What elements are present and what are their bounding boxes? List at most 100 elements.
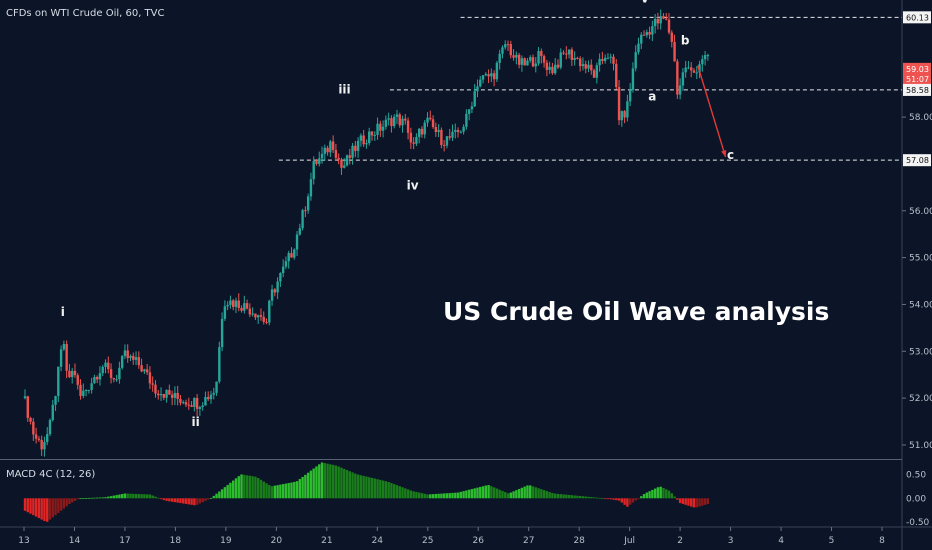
candle-body — [79, 384, 82, 396]
macd-bar — [659, 486, 662, 499]
candle-body — [673, 41, 676, 62]
level-price-label: 57.08 — [906, 156, 929, 165]
candle-body — [107, 362, 110, 370]
macd-bar — [223, 487, 227, 499]
price-tick-label: 53.00 — [909, 347, 932, 357]
macd-bar — [384, 481, 388, 499]
candle-body — [501, 47, 504, 54]
candle-body — [356, 140, 360, 151]
candle-body — [295, 234, 299, 250]
candle-body — [193, 397, 196, 407]
candle-body — [331, 141, 335, 150]
candle-body — [84, 390, 88, 392]
macd-bar — [628, 498, 632, 505]
time-tick-label: 13 — [18, 536, 29, 546]
macd-bar — [620, 498, 624, 503]
macd-bar — [240, 474, 243, 499]
macd-bar — [334, 465, 338, 499]
macd-bar — [126, 493, 129, 499]
candle-body — [531, 57, 535, 67]
time-tick-label: 17 — [119, 536, 130, 546]
macd-bar — [40, 498, 43, 520]
candle-body — [515, 54, 518, 58]
candle-body — [417, 128, 421, 137]
macd-bar — [323, 463, 327, 499]
macd-bar — [395, 485, 399, 499]
level-price-label: 58.58 — [906, 86, 929, 95]
macd-tick-label: 0.50 — [906, 470, 926, 480]
macd-bar — [340, 467, 343, 499]
macd-bar — [134, 493, 138, 499]
macd-bar — [179, 498, 182, 504]
candle-body — [179, 398, 182, 403]
candle-body — [442, 144, 446, 146]
macd-bar — [465, 490, 468, 499]
candle-body — [423, 122, 426, 135]
macd-bar — [476, 487, 479, 499]
time-tick-label: 5 — [829, 536, 835, 546]
macd-bar — [165, 498, 168, 501]
candle-body — [440, 129, 443, 145]
candle-body — [523, 58, 526, 66]
macd-bar — [362, 475, 365, 499]
candle-body — [476, 86, 479, 92]
candle-body — [226, 304, 229, 307]
macd-bar — [617, 498, 621, 501]
macd-bar — [379, 479, 382, 499]
candle-body — [204, 396, 207, 406]
macd-bar — [229, 482, 232, 499]
candle-body — [612, 56, 615, 64]
macd-bar — [162, 498, 166, 501]
macd-bar — [581, 496, 585, 499]
macd-bar — [454, 492, 457, 499]
candle-body — [640, 34, 643, 44]
candle-body — [240, 307, 243, 311]
macd-bar — [254, 476, 257, 499]
candle-body — [43, 442, 46, 450]
macd-bar — [398, 486, 401, 499]
macd-bar — [298, 479, 302, 499]
candle-body — [187, 404, 190, 406]
macd-bar — [387, 482, 390, 499]
candle-body — [490, 73, 493, 77]
candle-body — [581, 64, 585, 67]
macd-bar — [365, 476, 368, 499]
candle-body — [54, 396, 57, 405]
macd-bar — [151, 495, 154, 499]
macd-bar — [318, 464, 321, 499]
macd-bar — [565, 494, 568, 499]
candle-body — [26, 396, 29, 418]
candle-body — [631, 68, 635, 90]
macd-bar — [276, 485, 279, 499]
macd-bar — [79, 498, 82, 500]
candle-body — [492, 73, 496, 80]
wave-label-iv: iv — [407, 179, 419, 193]
macd-bar — [462, 491, 465, 499]
macd-bar — [273, 485, 277, 499]
candle-body — [479, 79, 482, 87]
candle-body — [659, 16, 662, 24]
candle-body — [645, 32, 649, 36]
macd-bar — [337, 466, 340, 499]
macd-bar — [523, 486, 526, 499]
macd-bar — [170, 498, 174, 502]
candle-body — [565, 53, 568, 55]
macd-bar — [404, 488, 407, 499]
price-tick-label: 52.00 — [909, 394, 932, 404]
time-tick-label: 3 — [728, 536, 734, 546]
candle-body — [398, 114, 401, 126]
macd-bar — [448, 493, 451, 499]
candle-body — [545, 62, 549, 70]
candle-body — [642, 34, 646, 36]
time-tick-label: Jul — [623, 536, 635, 546]
candle-body — [459, 131, 463, 133]
macd-bar — [226, 484, 229, 499]
macd-bar — [431, 494, 435, 499]
candle-body — [395, 114, 399, 117]
candle-body — [542, 56, 546, 63]
macd-bar — [234, 478, 238, 499]
projection-arrow-head — [721, 149, 727, 157]
macd-bar — [667, 490, 671, 499]
macd-bar — [34, 498, 38, 517]
